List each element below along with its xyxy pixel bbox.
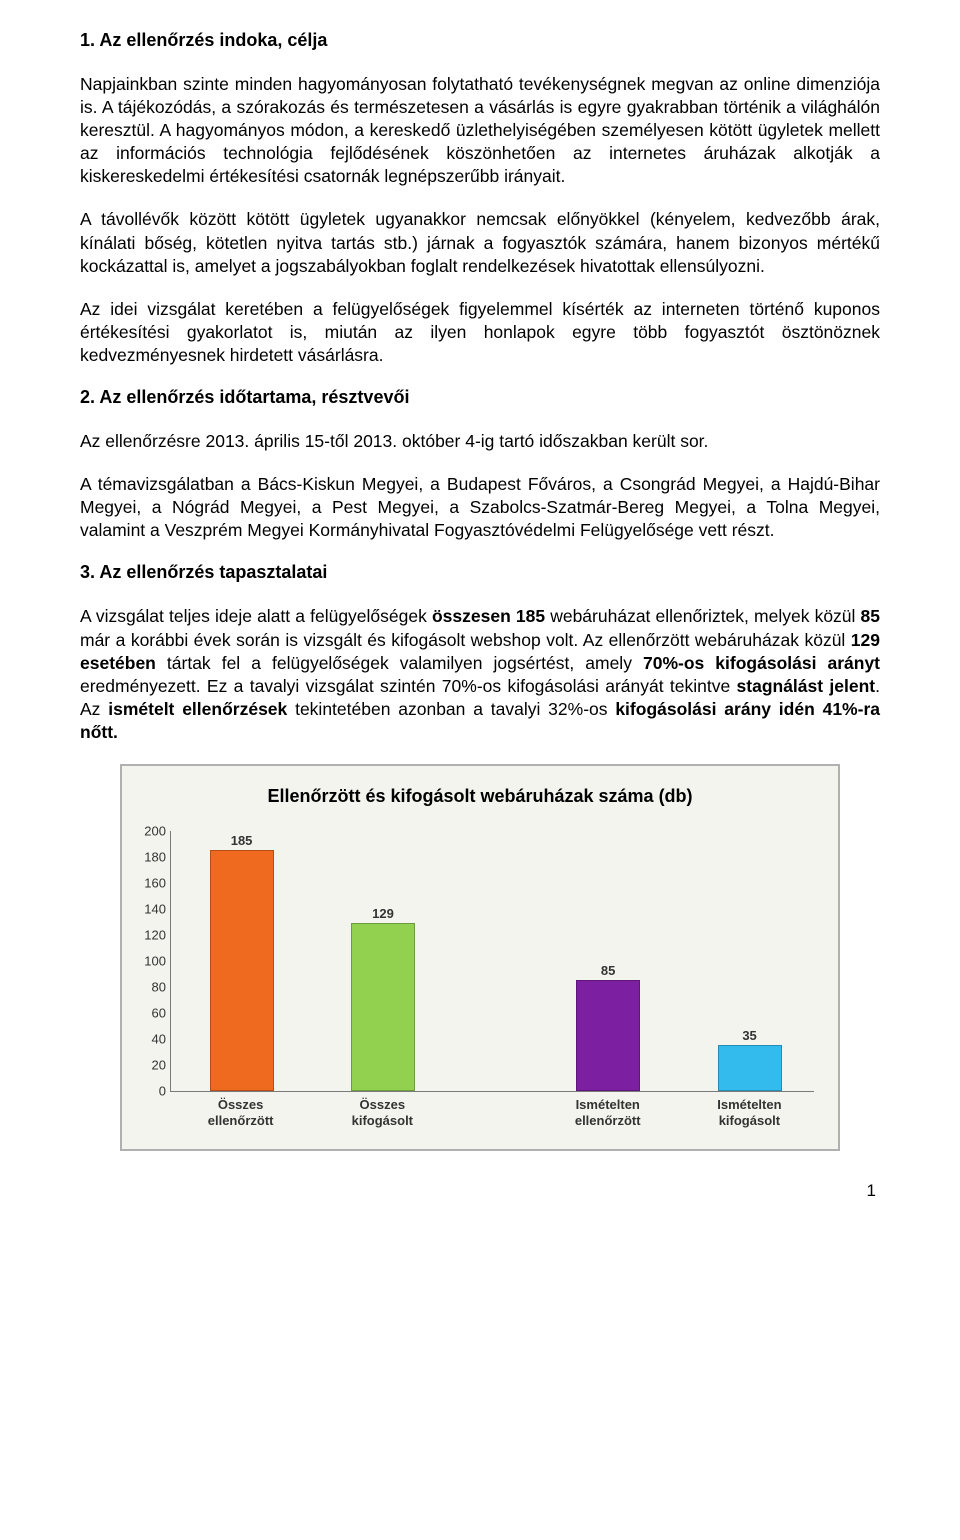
- y-tick-label: 20: [136, 1057, 166, 1072]
- bold-text: stagnálást jelent: [737, 676, 876, 696]
- chart-bar: [210, 850, 274, 1091]
- chart-bar: [576, 980, 640, 1091]
- bar-value-label: 185: [210, 833, 274, 848]
- section-2-p1: Az ellenőrzésre 2013. április 15-től 201…: [80, 430, 880, 453]
- y-tick-label: 60: [136, 1005, 166, 1020]
- text: eredményezett. Ez a tavalyi vizsgálat sz…: [80, 676, 737, 696]
- y-tick-label: 0: [136, 1083, 166, 1098]
- bold-text: ismételt ellenőrzések: [108, 699, 287, 719]
- bold-text: 70%-os kifogásolási arányt: [643, 653, 880, 673]
- y-tick-label: 140: [136, 901, 166, 916]
- section-2-heading: 2. Az ellenőrzés időtartama, résztvevői: [80, 387, 880, 408]
- section-1-heading: 1. Az ellenőrzés indoka, célja: [80, 30, 880, 51]
- x-axis-label: Összesellenőrzött: [186, 1097, 296, 1128]
- text: tártak fel a felügyelőségek valamilyen j…: [156, 653, 643, 673]
- section-1-p3: Az idei vizsgálat keretében a felügyelős…: [80, 298, 880, 367]
- x-axis-label: Összeskifogásolt: [327, 1097, 437, 1128]
- text: már a korábbi évek során is vizsgált és …: [80, 630, 851, 650]
- y-tick-label: 160: [136, 875, 166, 890]
- text: A vizsgálat teljes ideje alatt a felügye…: [80, 606, 432, 626]
- x-axis-label: Ismételtenkifogásolt: [694, 1097, 804, 1128]
- section-1-p2: A távollévők között kötött ügyletek ugya…: [80, 208, 880, 277]
- y-tick-label: 200: [136, 823, 166, 838]
- section-2-p2: A témavizsgálatban a Bács-Kiskun Megyei,…: [80, 473, 880, 542]
- chart-bar: [351, 923, 415, 1091]
- bar-value-label: 35: [718, 1028, 782, 1043]
- y-tick-label: 120: [136, 927, 166, 942]
- text: tekintetében azonban a tavalyi 32%-os: [287, 699, 615, 719]
- chart-bar: [718, 1045, 782, 1091]
- page-number: 1: [80, 1181, 880, 1201]
- y-tick-label: 80: [136, 979, 166, 994]
- y-tick-label: 40: [136, 1031, 166, 1046]
- bar-chart-frame: Ellenőrzött és kifogásolt webáruházak sz…: [120, 764, 840, 1151]
- document-page: 1. Az ellenőrzés indoka, célja Napjainkb…: [40, 0, 920, 1221]
- section-3-p1: A vizsgálat teljes ideje alatt a felügye…: [80, 605, 880, 744]
- bar-value-label: 129: [351, 906, 415, 921]
- y-tick-label: 100: [136, 953, 166, 968]
- bold-text: összesen 185: [432, 606, 545, 626]
- x-axis-label: Ismételtenellenőrzött: [553, 1097, 663, 1128]
- bold-text: 85: [861, 606, 880, 626]
- x-axis-labels: Összesellenőrzött Összeskifogásolt Ismétel…: [170, 1097, 814, 1137]
- section-3-heading: 3. Az ellenőrzés tapasztalatai: [80, 562, 880, 583]
- bar-value-label: 85: [576, 963, 640, 978]
- y-axis: 020406080100120140160180200: [136, 831, 166, 1091]
- text: webáruházat ellenőriztek, melyek közül: [545, 606, 860, 626]
- y-tick-label: 180: [136, 849, 166, 864]
- chart-title: Ellenőrzött és kifogásolt webáruházak sz…: [136, 786, 824, 807]
- chart-body: 020406080100120140160180200 1851298535 Ö…: [170, 831, 814, 1131]
- section-1-p1: Napjainkban szinte minden hagyományosan …: [80, 73, 880, 188]
- plot-area: 185 129 85 35: [170, 831, 814, 1092]
